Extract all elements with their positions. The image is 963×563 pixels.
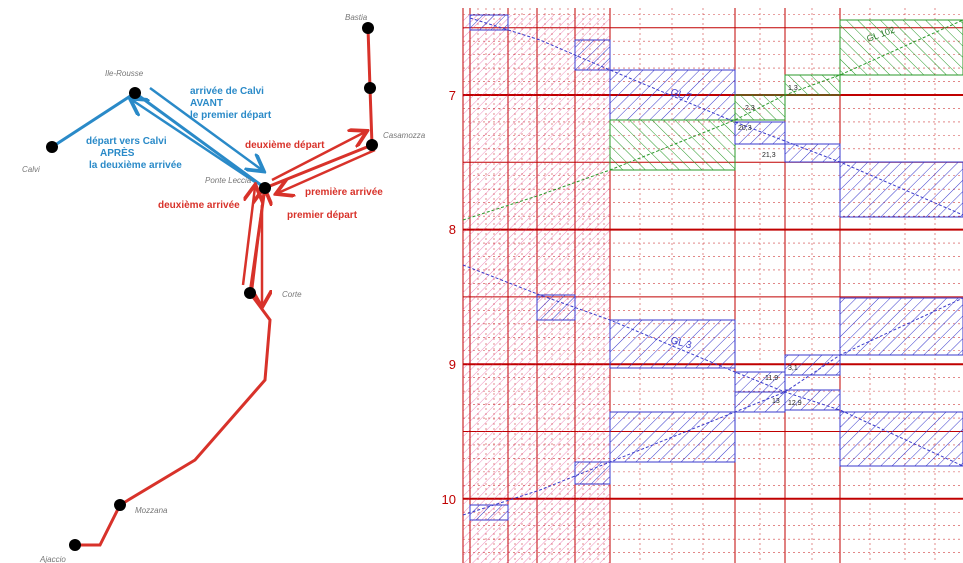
train-label: GL 3: [669, 335, 693, 351]
small-label: 12,9: [788, 400, 802, 407]
annotation: deuxième arrivée: [158, 200, 240, 211]
red-line: [75, 27, 374, 547]
small-label: 21,3: [762, 152, 776, 159]
station-label: Casamozza: [383, 131, 426, 140]
station-label: Ponte Leccia: [205, 176, 252, 185]
hour-label: 8: [449, 222, 456, 237]
annotation: première arrivée: [305, 187, 383, 198]
annotation: premier départ: [287, 210, 358, 221]
hour-label: 7: [449, 88, 456, 103]
map: Bastia Ile-Rousse Calvi Casamozza Ponte …: [22, 13, 426, 563]
station-label: Ile-Rousse: [105, 69, 144, 78]
annotation: départ vers Calvi: [86, 136, 167, 147]
annotation: la deuxième arrivée: [89, 160, 182, 171]
station-dots: [46, 22, 378, 551]
annotation: AVANT: [190, 98, 223, 109]
station-label: Ajaccio: [39, 555, 66, 563]
annotation: APRÈS: [100, 146, 135, 159]
small-label: 2,3: [745, 105, 755, 112]
annotation: deuxième départ: [245, 140, 325, 151]
annotation: le premier départ: [190, 110, 272, 121]
train-graph: 7 8 9 10 GL 7 GL 3 GL 102 2,3 20,3 21,3 …: [442, 8, 963, 563]
station-label: Corte: [282, 290, 302, 299]
arrows: [132, 86, 376, 305]
train-label: GL 7: [669, 87, 693, 103]
station-label: Bastia: [345, 13, 368, 22]
station-label: Calvi: [22, 165, 40, 174]
small-label: 3,1: [788, 365, 798, 372]
small-label: 20,3: [738, 125, 752, 132]
hour-label: 10: [442, 492, 456, 507]
small-label: 11,9: [765, 375, 778, 382]
hour-label: 9: [449, 357, 456, 372]
annotation: arrivée de Calvi: [190, 86, 264, 97]
train-paths: [462, 17, 963, 516]
small-label: 1,3: [788, 85, 798, 92]
small-label: 13: [772, 398, 780, 405]
station-label: Mozzana: [135, 506, 168, 515]
